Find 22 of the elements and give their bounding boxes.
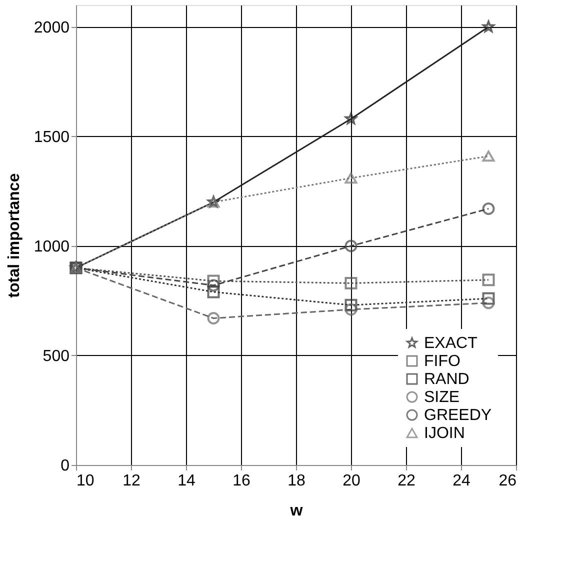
y-tick-label: 0 — [60, 458, 70, 474]
x-tick-label: 20 — [342, 472, 360, 490]
x-tick-label: 18 — [288, 472, 306, 490]
x-tick-label: 14 — [178, 472, 196, 490]
y-tick-label: 500 — [42, 348, 70, 365]
y-tick-label: 1500 — [34, 128, 70, 146]
x-tick-label: 26 — [498, 472, 517, 490]
x-tick-label: 16 — [232, 472, 250, 490]
x-tick-label: 10 — [76, 472, 94, 490]
legend-label: GREEDY — [424, 407, 492, 424]
x-axis-title: w — [289, 502, 304, 520]
x-tick-label: 24 — [452, 472, 470, 490]
y-tick-label: 1000 — [34, 238, 70, 256]
legend-label: RAND — [424, 371, 470, 388]
x-tick-label: 22 — [398, 472, 416, 490]
y-axis-title: total importance — [6, 173, 23, 298]
legend-label: EXACT — [424, 335, 478, 352]
legend-label: IJOIN — [424, 425, 465, 442]
x-tick-label: 12 — [122, 472, 140, 490]
legend-label: FIFO — [424, 353, 460, 370]
y-tick-label: 2000 — [34, 19, 70, 36]
legend-label: SIZE — [424, 389, 460, 406]
